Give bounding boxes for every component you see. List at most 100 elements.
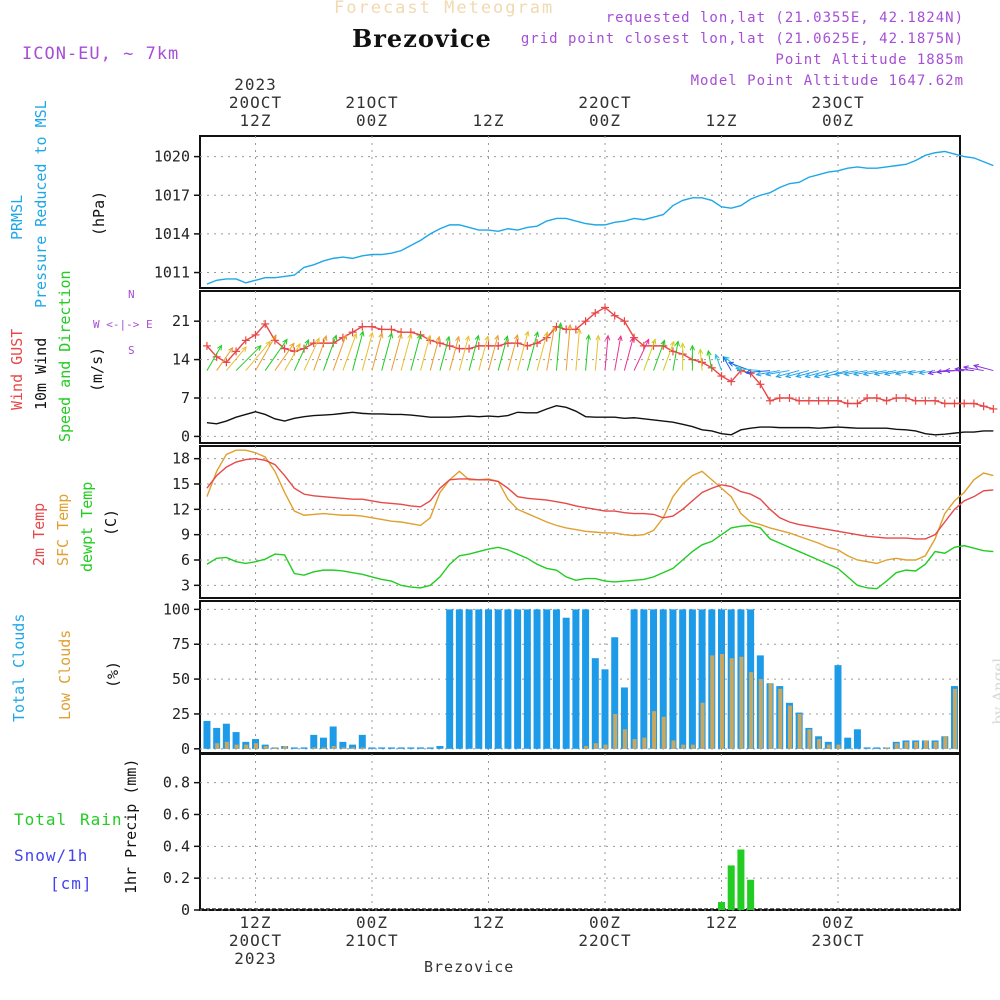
wind-arrow-shaft (245, 341, 271, 371)
y-tick-label: 9 (181, 526, 190, 544)
wind-arrow-shaft (497, 336, 508, 371)
gust-marker (610, 311, 619, 320)
wind-arrow (672, 340, 680, 371)
wind-arrow (536, 331, 549, 371)
wind-arrow-shaft (785, 370, 810, 378)
wind-arrow (862, 370, 887, 377)
bottom-time-label: 00Z 22OCT (565, 914, 645, 950)
wind-arrow-head (962, 365, 969, 371)
compass-s: S (128, 344, 135, 357)
wind-arrow-shaft (963, 366, 984, 372)
wind-arrow-head (944, 367, 951, 374)
total-cloud-bar (329, 726, 337, 749)
precip-legend-rain: Rain (80, 810, 123, 829)
wind-arrow (706, 349, 713, 371)
low-cloud-bar (351, 747, 356, 749)
y-tick-label: 12 (172, 500, 190, 518)
wind-arrow-shaft (274, 343, 295, 371)
bottom-time-line: 00Z (589, 913, 621, 932)
wind-arrow-shaft (439, 336, 450, 371)
bottom-time-label: 12Z (682, 914, 762, 932)
wind-arrow (225, 346, 247, 371)
wind-arrow-head (271, 334, 277, 341)
wind-arrow-head (295, 342, 301, 349)
total-cloud-bar (349, 744, 357, 749)
wind-arrow-shaft (507, 334, 518, 371)
wind-arrow-head (322, 334, 328, 342)
total-cloud-bar (611, 637, 619, 749)
model-label: ICON-EU, ~ 7km (22, 44, 180, 64)
wind-arrow-shaft (973, 364, 994, 372)
low-cloud-bar (894, 743, 899, 749)
wind-arrow (303, 337, 320, 371)
y-tick-label: 21 (172, 312, 190, 330)
wind-arrow-head (883, 370, 891, 377)
low-cloud-bar (720, 653, 724, 749)
wind-arrow (458, 335, 471, 371)
wind-arrow (623, 336, 635, 371)
y-tick-label: 0.6 (163, 805, 190, 823)
low-cloud-bar (681, 744, 686, 749)
gust-line (206, 306, 994, 410)
top-time-label: 22OCT 00Z (565, 94, 645, 130)
wind-arrow-head (907, 370, 914, 376)
wind-arrow (873, 370, 897, 377)
total-cloud-bar (310, 734, 318, 749)
total-cloud-bar (300, 747, 308, 749)
top-time-line: 12Z (239, 111, 272, 130)
low-cloud-bar (923, 740, 928, 749)
wind-arrow-head (843, 371, 850, 377)
gust-marker (601, 303, 609, 312)
wind-arrow-shaft (722, 356, 732, 371)
wind-arrow (594, 334, 601, 371)
gust-marker (931, 396, 940, 405)
panel-frame (199, 135, 961, 289)
wind-arrow (546, 326, 557, 371)
wind-arrow-head (605, 334, 611, 341)
top-time-label: 2023 20OCT 12Z (216, 76, 296, 130)
gust-marker (280, 344, 289, 353)
wind-arrow (274, 342, 295, 371)
gust-marker (814, 396, 823, 405)
total-cloud-bar (669, 609, 677, 749)
gust-marker (969, 399, 978, 408)
wind-arrow-shaft (488, 335, 499, 371)
wind-arrow (765, 370, 790, 377)
wind-arrow (429, 335, 441, 371)
bottom-time-line: 22OCT (578, 931, 632, 950)
wind-arrow-head (722, 355, 728, 362)
panel-frame (199, 600, 961, 754)
top-time-label: 21OCT 00Z (332, 94, 412, 130)
total-cloud-bar (514, 609, 522, 749)
gust-marker (766, 396, 775, 405)
total-cloud-bar (698, 609, 706, 749)
top-time-line: 00Z (589, 111, 621, 130)
total-cloud-bar (232, 732, 240, 749)
gust-marker (717, 372, 726, 381)
pressure-line (206, 150, 994, 285)
wind-arrow-head (378, 332, 384, 339)
low-cloud-bar (613, 713, 618, 749)
wind-arrow (555, 322, 563, 371)
wind-arrow (954, 366, 974, 372)
wind-arrow-shaft (555, 323, 562, 371)
wind-arrow-head (972, 363, 980, 370)
wind-arrow (883, 370, 907, 377)
low-cloud-bar (584, 746, 589, 749)
wind-arrow (342, 332, 358, 371)
low-cloud-bar (622, 729, 627, 749)
y-tick-label: 0.2 (163, 869, 190, 887)
wind-arrow-shaft (458, 336, 470, 371)
wind-arrow-shaft (410, 334, 421, 371)
total-cloud-bar (485, 609, 492, 749)
wind-arrow (662, 340, 675, 371)
bottom-time-label: 00Z 23OCT (798, 914, 878, 950)
wind-arrow-shaft (381, 333, 393, 371)
wind-arrow-shaft (536, 331, 548, 371)
wind-arrow (468, 334, 480, 371)
wind-arrow (804, 370, 829, 379)
wind-arrow-head (894, 370, 901, 376)
gust-marker (872, 394, 881, 403)
total-cloud-bar (552, 609, 560, 749)
gust-marker (202, 341, 211, 350)
